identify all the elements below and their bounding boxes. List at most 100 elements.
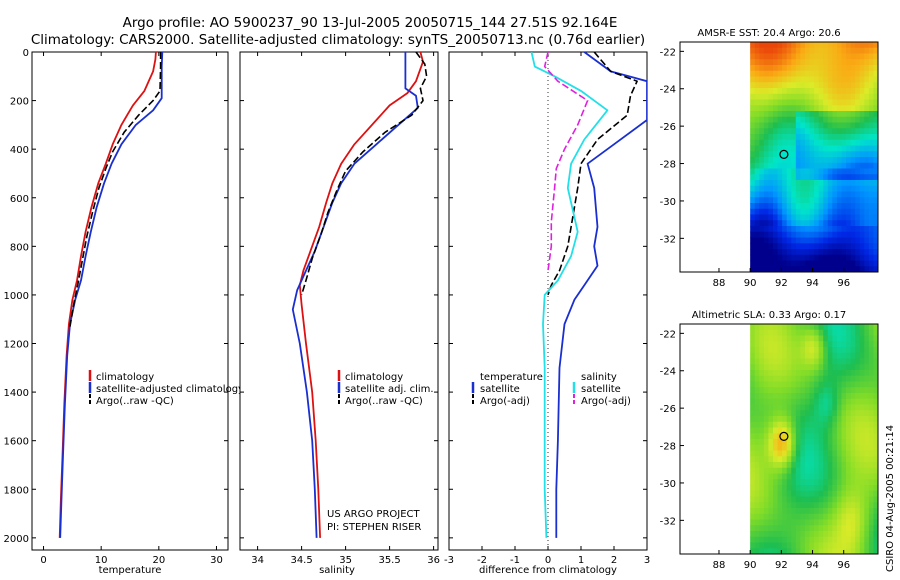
heatmap-cell (782, 335, 788, 342)
heatmap-cell (759, 393, 765, 400)
heatmap-cell (850, 467, 856, 474)
heatmap-cell (814, 249, 820, 256)
heatmap-cell (754, 542, 760, 549)
heatmap-cell (795, 260, 801, 267)
heatmap-cell (772, 237, 778, 244)
heatmap-cell (818, 502, 824, 509)
heatmap-cell (841, 416, 847, 423)
heatmap-cell (786, 542, 792, 549)
heatmap-cell (763, 485, 769, 492)
heatmap-cell (818, 168, 824, 175)
heatmap-cell (759, 174, 765, 181)
heatmap-cell (855, 157, 861, 164)
heatmap-cell (850, 162, 856, 169)
heatmap-cell (800, 416, 806, 423)
heatmap-cell (768, 496, 774, 503)
heatmap-cell (804, 168, 810, 175)
heatmap-cell (800, 116, 806, 123)
heatmap-cell (841, 341, 847, 348)
heatmap-cell (846, 347, 852, 354)
heatmap-cell (772, 226, 778, 233)
heatmap-cell (772, 410, 778, 417)
heatmap-cell (841, 393, 847, 400)
heatmap-cell (814, 439, 820, 446)
legend-sal-satellite-label: satellite (581, 384, 621, 395)
heatmap-cell (827, 53, 833, 60)
heatmap-cell (772, 347, 778, 354)
heatmap-cell (873, 490, 879, 497)
heatmap-cell (763, 496, 769, 503)
heatmap-cell (864, 76, 870, 83)
heatmap-cell (786, 191, 792, 198)
heatmap-cell (768, 375, 774, 382)
heatmap-cell (809, 168, 815, 175)
heatmap-cell (772, 162, 778, 169)
heatmap-cell (859, 59, 865, 66)
heatmap-cell (873, 162, 879, 169)
heatmap-cell (777, 99, 783, 106)
heatmap-cell (827, 490, 833, 497)
heatmap-cell (768, 151, 774, 158)
heatmap-cell (850, 548, 856, 555)
heatmap-cell (832, 82, 838, 89)
heatmap-cell (772, 99, 778, 106)
heatmap-cell (823, 65, 829, 72)
heatmap-cell (768, 347, 774, 354)
heatmap-cell (864, 111, 870, 118)
heatmap-cell (868, 260, 874, 267)
heatmap-cell (827, 473, 833, 480)
heatmap-cell (782, 145, 788, 152)
heatmap-cell (791, 266, 797, 273)
heatmap-cell (782, 542, 788, 549)
heatmap-cell (768, 139, 774, 146)
heatmap-cell (786, 197, 792, 204)
heatmap-cell (855, 381, 861, 388)
heatmap-cell (804, 151, 810, 158)
heatmap-cell (864, 82, 870, 89)
heatmap-cell (868, 496, 874, 503)
heatmap-cell (818, 421, 824, 428)
heatmap-cell (855, 375, 861, 382)
heatmap-cell (777, 456, 783, 463)
heatmap-cell (818, 180, 824, 187)
heatmap-cell (823, 416, 829, 423)
heatmap-cell (868, 410, 874, 417)
argo-float-marker (779, 431, 789, 441)
heatmap-cell (814, 65, 820, 72)
x-tick-label: 30 (210, 555, 223, 566)
heatmap-cell (836, 421, 842, 428)
heatmap-cell (804, 358, 810, 365)
heatmap-cell (818, 467, 824, 474)
heatmap-cell (832, 496, 838, 503)
heatmap-cell (759, 433, 765, 440)
heatmap-cell (754, 421, 760, 428)
heatmap-cell (864, 525, 870, 532)
heatmap-cell (754, 370, 760, 377)
heatmap-cell (786, 398, 792, 405)
heatmap-cell (763, 370, 769, 377)
heatmap-cell (754, 450, 760, 457)
heatmap-cell (841, 105, 847, 112)
heatmap-cell (850, 70, 856, 77)
heatmap-cell (809, 525, 815, 532)
heatmap-cell (763, 341, 769, 348)
heatmap-cell (859, 462, 865, 469)
heatmap-cell (868, 254, 874, 261)
heatmap-cell (800, 214, 806, 221)
heatmap-cell (832, 254, 838, 261)
heatmap-cell (791, 433, 797, 440)
heatmap-cell (795, 381, 801, 388)
heatmap-cell (768, 47, 774, 54)
heatmap-cell (795, 254, 801, 261)
heatmap-cell (823, 42, 829, 49)
heatmap-cell (827, 105, 833, 112)
heatmap-cell (855, 341, 861, 348)
heatmap-cell (868, 105, 874, 112)
heatmap-cell (850, 513, 856, 520)
heatmap-cell (823, 370, 829, 377)
heatmap-cell (859, 525, 865, 532)
heatmap-cell (791, 76, 797, 83)
heatmap-cell (832, 444, 838, 451)
heatmap-cell (782, 370, 788, 377)
heatmap-cell (768, 208, 774, 215)
